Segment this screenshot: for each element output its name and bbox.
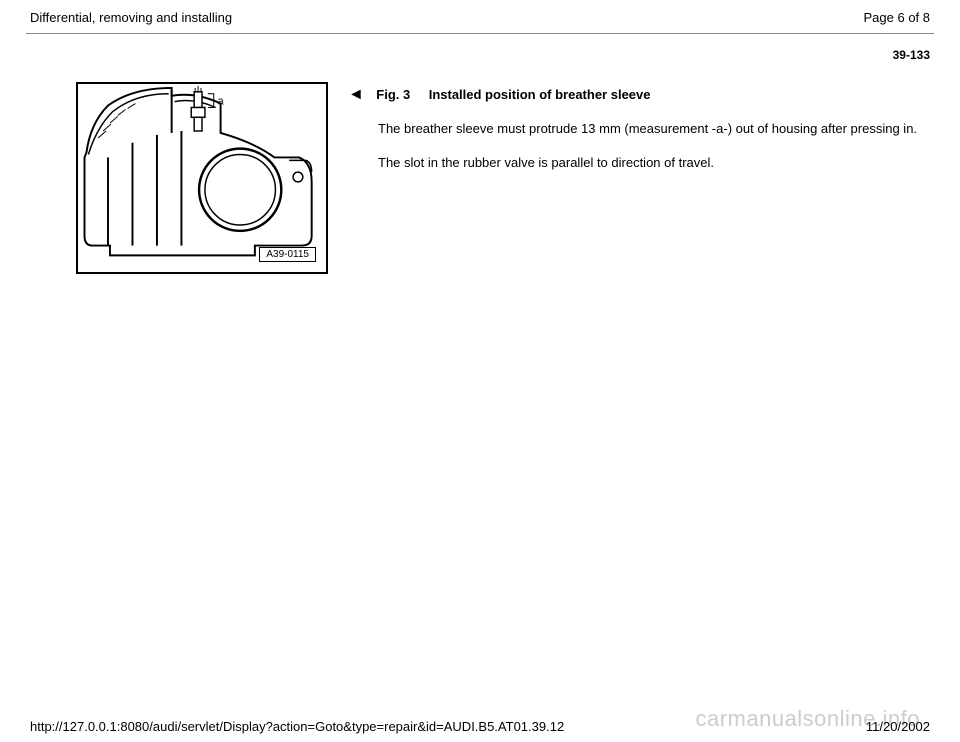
callout-a-label: a — [218, 96, 224, 108]
figure-description: ◄ Fig. 3 Installed position of breather … — [348, 82, 930, 274]
main-content: a A39-0115 ◄ Fig. 3 Installed position o… — [0, 62, 960, 274]
differential-diagram-icon: a — [78, 84, 326, 272]
paragraph-2: The slot in the rubber valve is parallel… — [378, 154, 930, 172]
footer-date: 11/20/2002 — [866, 719, 930, 734]
figure-number: Fig. 3 — [376, 87, 410, 102]
figure-heading-line: ◄ Fig. 3 Installed position of breather … — [348, 86, 930, 104]
footer-url: http://127.0.0.1:8080/audi/servlet/Displ… — [30, 719, 564, 734]
figure-id-label: A39-0115 — [259, 247, 316, 262]
page-footer: http://127.0.0.1:8080/audi/servlet/Displ… — [0, 719, 960, 742]
page-header: Differential, removing and installing Pa… — [0, 0, 960, 33]
figure-illustration: a A39-0115 — [76, 82, 328, 274]
pointer-left-icon: ◄ — [348, 86, 364, 104]
document-title: Differential, removing and installing — [30, 10, 232, 25]
page-number: Page 6 of 8 — [864, 10, 931, 25]
section-number: 39-133 — [0, 34, 960, 62]
figure-title: Installed position of breather sleeve — [429, 87, 651, 102]
paragraph-1: The breather sleeve must protrude 13 mm … — [378, 120, 930, 138]
